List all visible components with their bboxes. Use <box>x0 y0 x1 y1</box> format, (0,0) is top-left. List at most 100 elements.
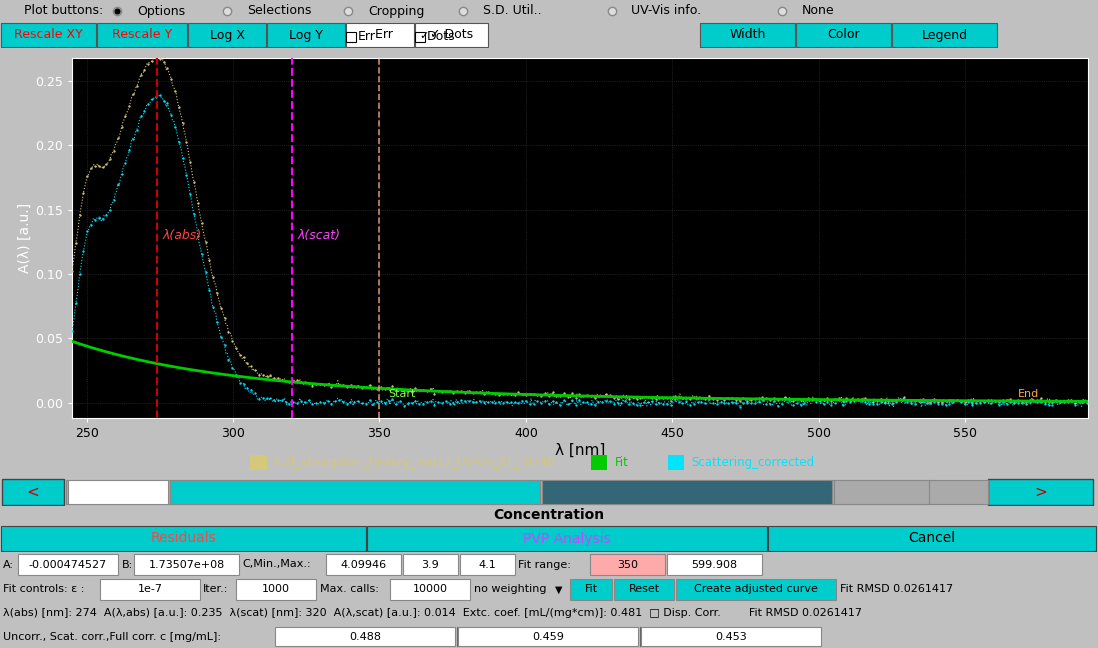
Text: Fit controls: ε :: Fit controls: ε : <box>3 584 85 594</box>
Text: Reset: Reset <box>628 584 660 594</box>
Bar <box>460 554 515 575</box>
Text: Color: Color <box>827 29 860 41</box>
Text: Cancel: Cancel <box>908 531 955 546</box>
Bar <box>188 23 266 47</box>
Text: 0.459: 0.459 <box>533 632 564 642</box>
Text: 350: 350 <box>617 559 638 570</box>
Text: ▼: ▼ <box>554 584 562 594</box>
Text: Scattering_corrected: Scattering_corrected <box>692 456 815 469</box>
Text: 1000: 1000 <box>262 584 290 594</box>
Bar <box>100 579 200 600</box>
Text: Start: Start <box>389 389 416 399</box>
Text: Uncorr., Scat. corr.,Full corr. c [mg/mL]:: Uncorr., Scat. corr.,Full corr. c [mg/mL… <box>3 632 221 642</box>
Text: Concentration: Concentration <box>493 508 605 522</box>
Text: End: End <box>1018 389 1039 399</box>
Text: λ(abs): λ(abs) <box>163 229 202 242</box>
Bar <box>68 480 168 504</box>
Text: PVP Analysis: PVP Analysis <box>523 531 610 546</box>
Text: 1e-7: 1e-7 <box>137 584 163 594</box>
Bar <box>236 579 316 600</box>
Text: 0.453: 0.453 <box>715 632 747 642</box>
Bar <box>390 579 470 600</box>
Text: 3.9: 3.9 <box>422 559 439 570</box>
Bar <box>66 480 988 504</box>
Bar <box>614 579 674 600</box>
Bar <box>274 627 455 646</box>
Bar <box>1 526 366 551</box>
Bar <box>666 554 762 575</box>
Text: None: None <box>802 5 834 17</box>
Text: Legend: Legend <box>921 29 967 41</box>
Bar <box>591 455 607 470</box>
Bar <box>570 579 612 600</box>
Bar <box>834 480 929 504</box>
Text: Rescale XY: Rescale XY <box>14 29 82 41</box>
Bar <box>590 554 665 575</box>
Text: Residuals: Residuals <box>150 531 216 546</box>
Bar <box>326 554 401 575</box>
Text: Width: Width <box>729 29 765 41</box>
Text: A:: A: <box>3 559 14 570</box>
Text: 599.908: 599.908 <box>692 559 738 570</box>
Bar <box>1 23 96 47</box>
Text: 0.488: 0.488 <box>349 632 381 642</box>
Text: Log X: Log X <box>210 29 245 41</box>
Bar <box>458 627 638 646</box>
Text: Log Y: Log Y <box>289 29 323 41</box>
Bar <box>97 23 187 47</box>
Bar <box>415 23 488 47</box>
Bar <box>641 627 821 646</box>
Bar <box>346 23 414 47</box>
Text: >: > <box>1034 485 1047 500</box>
Bar <box>701 23 795 47</box>
Bar <box>892 23 997 47</box>
X-axis label: λ [nm]: λ [nm] <box>554 443 605 457</box>
Text: Create adjusted curve: Create adjusted curve <box>694 584 818 594</box>
Text: Fit: Fit <box>584 584 597 594</box>
Text: ✓: ✓ <box>419 32 428 41</box>
Text: <: < <box>26 485 40 500</box>
Text: Cropping: Cropping <box>368 5 424 17</box>
Text: λ(scat): λ(scat) <box>298 229 340 242</box>
Bar <box>668 455 684 470</box>
Bar <box>367 526 768 551</box>
Text: ✓ Dots: ✓ Dots <box>430 29 473 41</box>
Text: S.D. Util..: S.D. Util.. <box>483 5 541 17</box>
Text: UV-Vis info.: UV-Vis info. <box>631 5 702 17</box>
Text: C,Min.,Max.:: C,Min.,Max.: <box>242 559 311 570</box>
Text: Fit: Fit <box>615 456 629 469</box>
Bar <box>346 32 356 42</box>
Text: 10000: 10000 <box>413 584 448 594</box>
Text: Err: Err <box>367 29 393 41</box>
Text: Selections: Selections <box>247 5 312 17</box>
Bar <box>2 479 64 505</box>
Y-axis label: A(λ) [a.u.]: A(λ) [a.u.] <box>19 203 32 273</box>
Text: Err: Err <box>358 30 376 43</box>
Text: Dots: Dots <box>427 30 456 43</box>
Text: Iter.:: Iter.: <box>203 584 228 594</box>
Text: B:: B: <box>122 559 133 570</box>
Text: no weighting: no weighting <box>474 584 547 594</box>
Text: 4.1: 4.1 <box>479 559 496 570</box>
Bar <box>170 480 540 504</box>
Bar <box>403 554 458 575</box>
Bar <box>18 554 117 575</box>
Bar <box>676 579 836 600</box>
Text: 4.09946: 4.09946 <box>340 559 386 570</box>
Text: λ(abs) [nm]: 274  A(λ,abs) [a.u.]: 0.235  λ(scat) [nm]: 320  A(λ,scat) [a.u.]: 0: λ(abs) [nm]: 274 A(λ,abs) [a.u.]: 0.235 … <box>3 608 862 618</box>
Bar <box>134 554 239 575</box>
Bar <box>542 480 832 504</box>
Bar <box>768 526 1096 551</box>
Bar <box>988 479 1093 505</box>
Text: Options: Options <box>137 5 186 17</box>
Text: Full_absorption_history_run17_UV-Vis_AL_t0240: Full_absorption_history_run17_UV-Vis_AL_… <box>274 456 554 469</box>
Bar <box>267 23 345 47</box>
Bar <box>415 32 425 42</box>
Bar <box>250 455 267 470</box>
Text: 1.73507e+08: 1.73507e+08 <box>148 559 225 570</box>
Text: Max. calls:: Max. calls: <box>320 584 379 594</box>
Bar <box>796 23 890 47</box>
Text: Fit range:: Fit range: <box>518 559 571 570</box>
Text: Plot buttons:: Plot buttons: <box>24 5 103 17</box>
Text: Fit RMSD 0.0261417: Fit RMSD 0.0261417 <box>840 584 953 594</box>
